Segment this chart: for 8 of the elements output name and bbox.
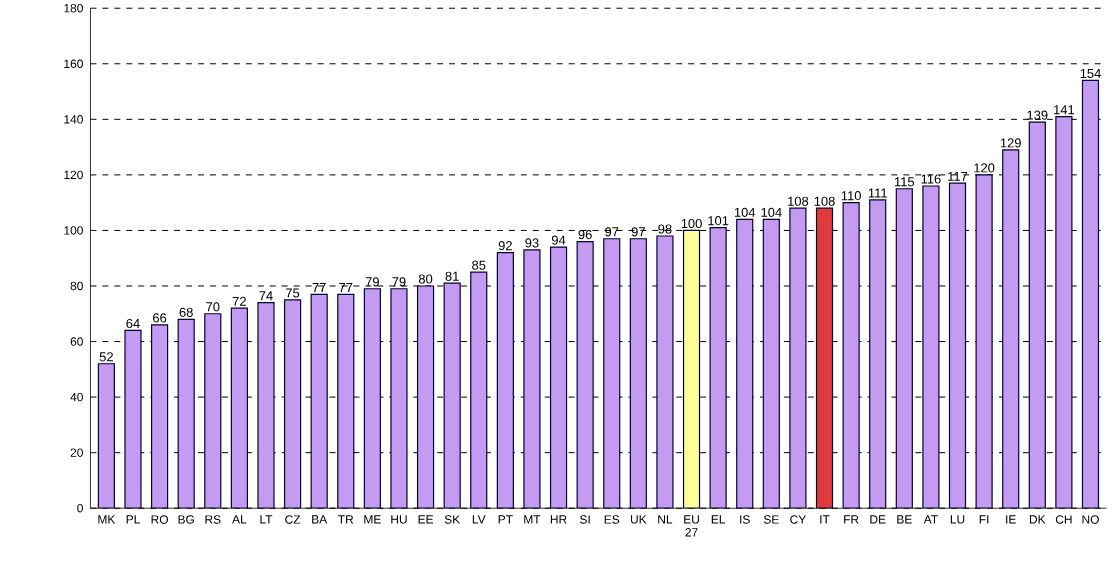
- bar: [1002, 149, 1020, 509]
- bar: [390, 288, 408, 509]
- bar: [496, 252, 514, 509]
- bar: [736, 218, 754, 509]
- bar: [204, 313, 222, 509]
- bar: [762, 218, 780, 509]
- bar: [842, 202, 860, 509]
- bar: [576, 240, 594, 509]
